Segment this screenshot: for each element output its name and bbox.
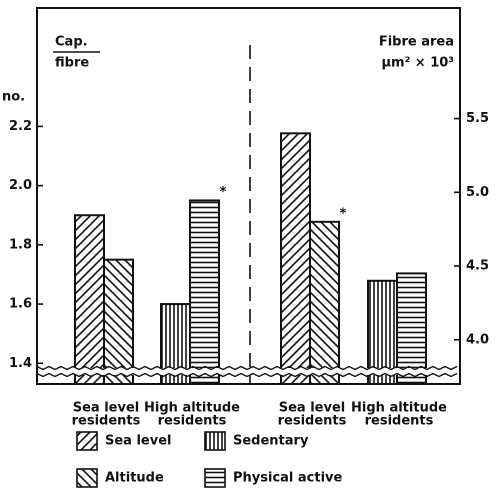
x-tick-label: residents (72, 414, 141, 429)
bar (74, 214, 105, 385)
legend-swatch (76, 468, 98, 488)
annotation: * (340, 206, 347, 221)
axis-break-line (36, 365, 458, 371)
y2-tick-label: 4.5 (466, 259, 489, 274)
annotation: * (220, 185, 227, 200)
y-label-top: Cap. (55, 35, 88, 50)
legend-swatch (204, 468, 226, 488)
bar (280, 132, 311, 385)
x-tick-label: residents (158, 414, 227, 429)
y-label-bottom: fibre (55, 56, 89, 71)
y-unit: no. (2, 90, 25, 105)
x-tick-label: High altitude (144, 401, 240, 416)
bar (309, 220, 340, 385)
axis-break (38, 368, 459, 375)
legend-label: Physical active (233, 471, 343, 486)
bar (189, 199, 220, 385)
legend-label: Sedentary (233, 434, 309, 449)
y2-label-top: Fibre area (379, 35, 454, 50)
x-tick-label: residents (278, 414, 347, 429)
x-tick-label: Sea level (279, 401, 346, 416)
axis-break-line (36, 372, 458, 378)
y-tick-label: 1.4 (9, 356, 32, 371)
legend-label: Sea level (105, 434, 172, 449)
y2-tick-label: 5.0 (466, 185, 489, 200)
y-tick-label: 1.8 (9, 237, 32, 252)
y2-tick-label: 4.0 (466, 332, 489, 347)
bar (103, 258, 134, 385)
y-tick-label: 2.2 (9, 119, 32, 134)
legend-label: Altitude (105, 471, 164, 486)
x-tick-label: Sea level (73, 401, 140, 416)
plot-frame (36, 7, 461, 385)
x-tick-label: residents (365, 414, 434, 429)
x-tick-label: High altitude (351, 401, 447, 416)
y-tick-label: 2.0 (9, 178, 32, 193)
legend-swatch (76, 431, 98, 451)
legend-swatch (204, 431, 226, 451)
y-tick-label: 1.6 (9, 297, 32, 312)
bar (396, 272, 427, 386)
y2-label-bottom: μm² × 10³ (381, 56, 454, 71)
y2-tick-label: 5.5 (466, 111, 489, 126)
